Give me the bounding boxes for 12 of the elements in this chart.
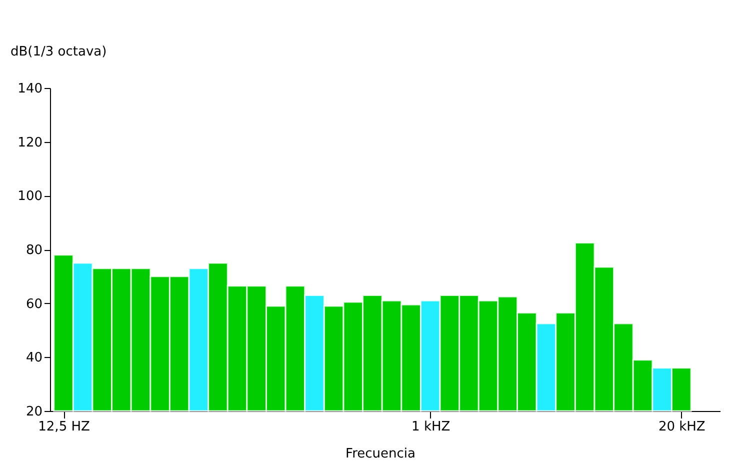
x-tick-label: 20 kHZ bbox=[658, 420, 706, 434]
y-axis-title: dB(1/3 octava) bbox=[10, 44, 107, 60]
y-tick-label: 40 bbox=[26, 350, 42, 366]
y-tick-label: 20 bbox=[26, 404, 42, 420]
y-tick-label: 140 bbox=[18, 82, 42, 96]
y-tick-label: 100 bbox=[18, 189, 42, 204]
y-tick-label: 120 bbox=[18, 135, 42, 150]
x-tick-label: 12,5 HZ bbox=[38, 420, 90, 434]
x-axis-title: Frecuencia bbox=[346, 446, 416, 462]
y-tick-label: 60 bbox=[26, 296, 42, 312]
x-tick-label: 1 kHZ bbox=[412, 420, 450, 434]
y-tick-label: 80 bbox=[26, 243, 42, 258]
